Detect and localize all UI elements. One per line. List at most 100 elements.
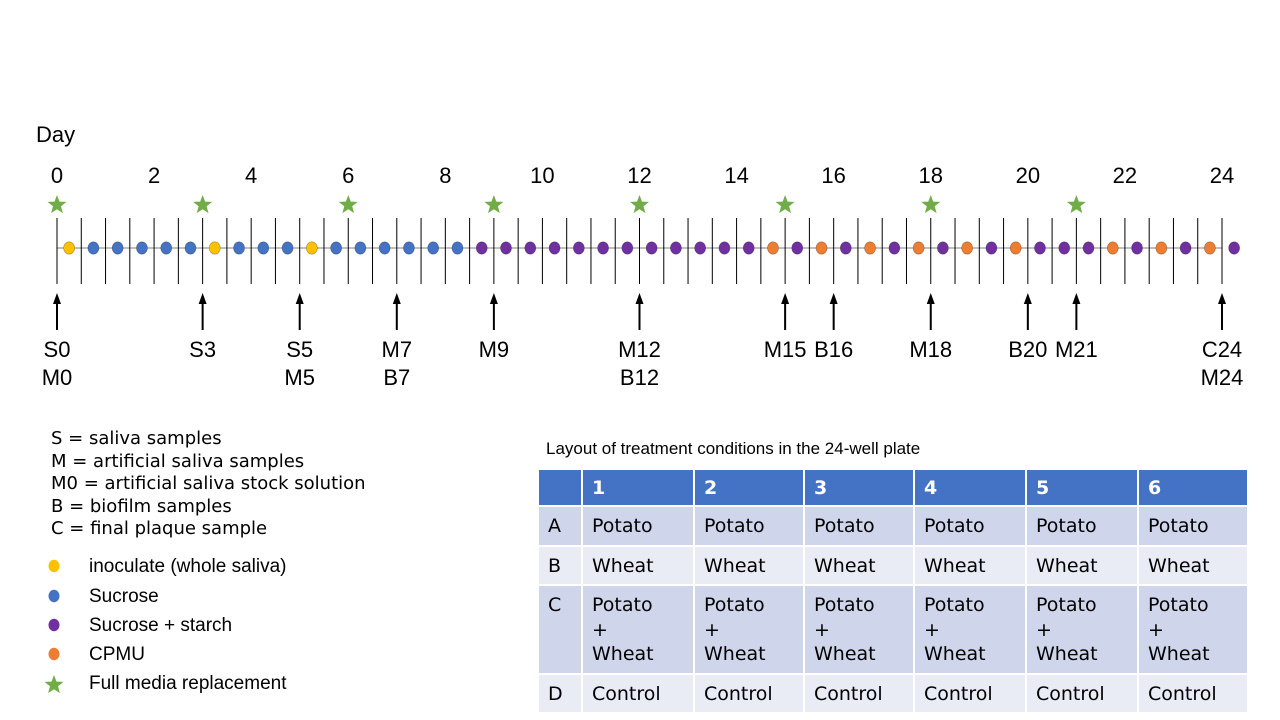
plate-column-header: 2: [693, 468, 805, 507]
abbreviation-legend: S = saliva samples M = artificial saliva…: [51, 428, 366, 541]
day-label: 2: [148, 163, 160, 188]
arrow-head-icon: [1023, 293, 1032, 304]
inoculate-dot: [208, 241, 221, 255]
sucrose_starch-dot: [573, 241, 585, 255]
plate-well-cell: Wheat: [1137, 544, 1249, 586]
plate-well-cell: Potato + Wheat: [1025, 584, 1139, 675]
sucrose-dot: [136, 241, 148, 255]
plate-row-label: C: [537, 584, 583, 675]
half-day-ticks: [56, 218, 1223, 284]
sucrose-dot: [160, 241, 173, 255]
plate-well-cell: Potato: [1025, 505, 1139, 547]
sucrose-dot: [354, 241, 367, 255]
cpmu-dot: [961, 241, 973, 255]
sample-label: C24: [1202, 337, 1242, 362]
legend-item-star: Full media replacement: [0, 673, 400, 699]
sample-label: S0: [44, 337, 71, 362]
sample-label: M7: [382, 337, 413, 362]
arrow-head-icon: [635, 293, 644, 304]
sucrose_starch-dot: [500, 241, 512, 255]
arrow-head-icon: [1218, 293, 1226, 304]
sucrose_starch-dot: [840, 241, 852, 255]
plate-row: B Wheat Wheat Wheat Wheat Wheat Wheat: [537, 544, 1249, 586]
arrow-head-icon: [1072, 293, 1081, 304]
sample-label: M9: [479, 337, 510, 362]
blue-dot-icon: [48, 589, 60, 603]
arrow-head-icon: [781, 293, 790, 304]
sucrose-dot: [111, 241, 124, 255]
plate-well-cell: Wheat: [693, 544, 805, 586]
sucrose_starch-dot: [475, 241, 488, 255]
sample-label: M5: [284, 365, 315, 390]
day-label: 16: [821, 163, 845, 188]
day-label: 14: [724, 163, 748, 188]
cpmu-dot: [1155, 241, 1168, 255]
day-label: 10: [530, 163, 554, 188]
purple-dot-icon: [48, 618, 60, 632]
day-label: 24: [1210, 163, 1234, 188]
legend-label: Sucrose + starch: [89, 615, 233, 636]
plate-column-header: 3: [803, 468, 915, 507]
day-label: 20: [1016, 163, 1040, 188]
plate-well-cell: Wheat: [581, 544, 695, 586]
legend-label: inoculate (whole saliva): [89, 556, 287, 577]
cpmu-dot: [815, 241, 828, 255]
cpmu-dot: [1009, 241, 1022, 255]
day-label: 12: [627, 163, 651, 188]
media-replacement-star-icon: [338, 195, 358, 214]
day-label: 8: [439, 163, 451, 188]
sucrose-dot: [451, 241, 464, 255]
inoculate-dot: [63, 241, 75, 255]
plate-well-cell: Potato + Wheat: [581, 584, 695, 675]
plate-well-cell: Potato: [1137, 505, 1249, 547]
sucrose-dot: [281, 241, 294, 255]
sucrose_starch-dot: [524, 241, 537, 255]
plate-well-cell: Control: [1137, 672, 1249, 714]
sucrose_starch-dot: [548, 241, 561, 255]
day-labels: 0 2 4 6 8 10 12 14 16 18 20 22 24: [51, 163, 1234, 188]
plate-well-cell: Potato + Wheat: [693, 584, 805, 675]
plate-column-header: 4: [913, 468, 1027, 507]
sucrose_starch-dot: [645, 241, 658, 255]
abbreviation-line: M = artificial saliva samples: [51, 450, 305, 472]
sample-label: M21: [1055, 337, 1098, 362]
abbreviation-line: B = biofilm samples: [51, 495, 232, 517]
plate-well-cell: Potato: [693, 505, 805, 547]
plate-well-cell: Wheat: [1025, 544, 1139, 586]
plate-well-cell: Potato + Wheat: [803, 584, 915, 675]
abbreviation-line: M0 = artificial saliva stock solution: [51, 473, 366, 494]
legend-item-sucrose: Sucrose: [0, 586, 400, 612]
sample-label: B12: [620, 365, 659, 390]
orange-dot-icon: [48, 647, 60, 661]
sucrose_starch-dot: [1179, 241, 1192, 255]
sample-label: M24: [1201, 365, 1244, 390]
sucrose-dot: [257, 241, 270, 255]
plate-row-label: B: [537, 544, 583, 586]
day-label: 18: [919, 163, 943, 188]
cpmu-dot: [767, 241, 779, 255]
sucrose_starch-dot: [1131, 241, 1143, 255]
sucrose_starch-dot: [742, 241, 755, 255]
sample-label: M0: [42, 365, 73, 390]
sucrose-dot: [87, 241, 100, 255]
plate-column-header: 1: [581, 468, 695, 507]
plate-row: D Control Control Control Control Control Cont…: [537, 672, 1249, 714]
green-star-icon: [44, 675, 64, 694]
media-replacement-star-icon: [921, 195, 941, 214]
sucrose_starch-dot: [670, 241, 682, 255]
sample-label: M18: [909, 337, 952, 362]
plate-well-cell: Wheat: [913, 544, 1027, 586]
arrow-head-icon: [53, 293, 61, 304]
cpmu-dot: [864, 241, 876, 255]
sucrose_starch-dot: [621, 241, 634, 255]
plate-well-cell: Potato + Wheat: [913, 584, 1027, 675]
media-replacement-star-icon: [484, 195, 504, 214]
sample-label: M12: [618, 337, 661, 362]
sucrose_starch-dot: [597, 241, 609, 255]
sample-label: S3: [189, 337, 216, 362]
day-axis-title: Day: [36, 122, 75, 147]
legend-item-inoculate: inoculate (whole saliva): [0, 556, 400, 582]
